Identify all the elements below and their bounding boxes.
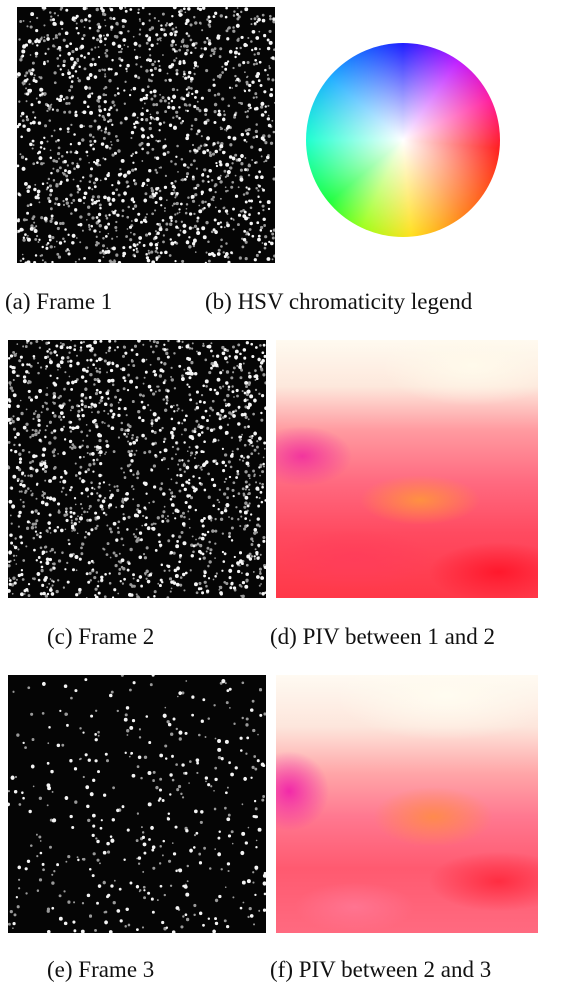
- piv-flow-image: [276, 340, 538, 598]
- particle-image: [8, 675, 266, 933]
- figure-page: (a) Frame 1 (b) HSV chromaticity legend …: [0, 0, 573, 987]
- caption: (b) HSV chromaticity legend: [205, 290, 472, 313]
- piv-flow-image: [276, 675, 538, 933]
- particle-frame: [8, 340, 266, 598]
- caption: (c) Frame 2: [47, 625, 154, 648]
- caption: (a) Frame 1: [5, 290, 112, 313]
- hsv-legend-wheel: [306, 43, 500, 237]
- particle-frame: [17, 7, 275, 263]
- particles: [17, 7, 275, 263]
- particle-image: [17, 7, 275, 263]
- particles: [8, 675, 266, 933]
- particle-frame: [8, 675, 266, 933]
- caption: (e) Frame 3: [47, 958, 154, 981]
- caption: (d) PIV between 1 and 2: [270, 625, 495, 648]
- caption: (f) PIV between 2 and 3: [270, 958, 491, 981]
- particles: [8, 675, 266, 933]
- particle-image: [8, 340, 266, 598]
